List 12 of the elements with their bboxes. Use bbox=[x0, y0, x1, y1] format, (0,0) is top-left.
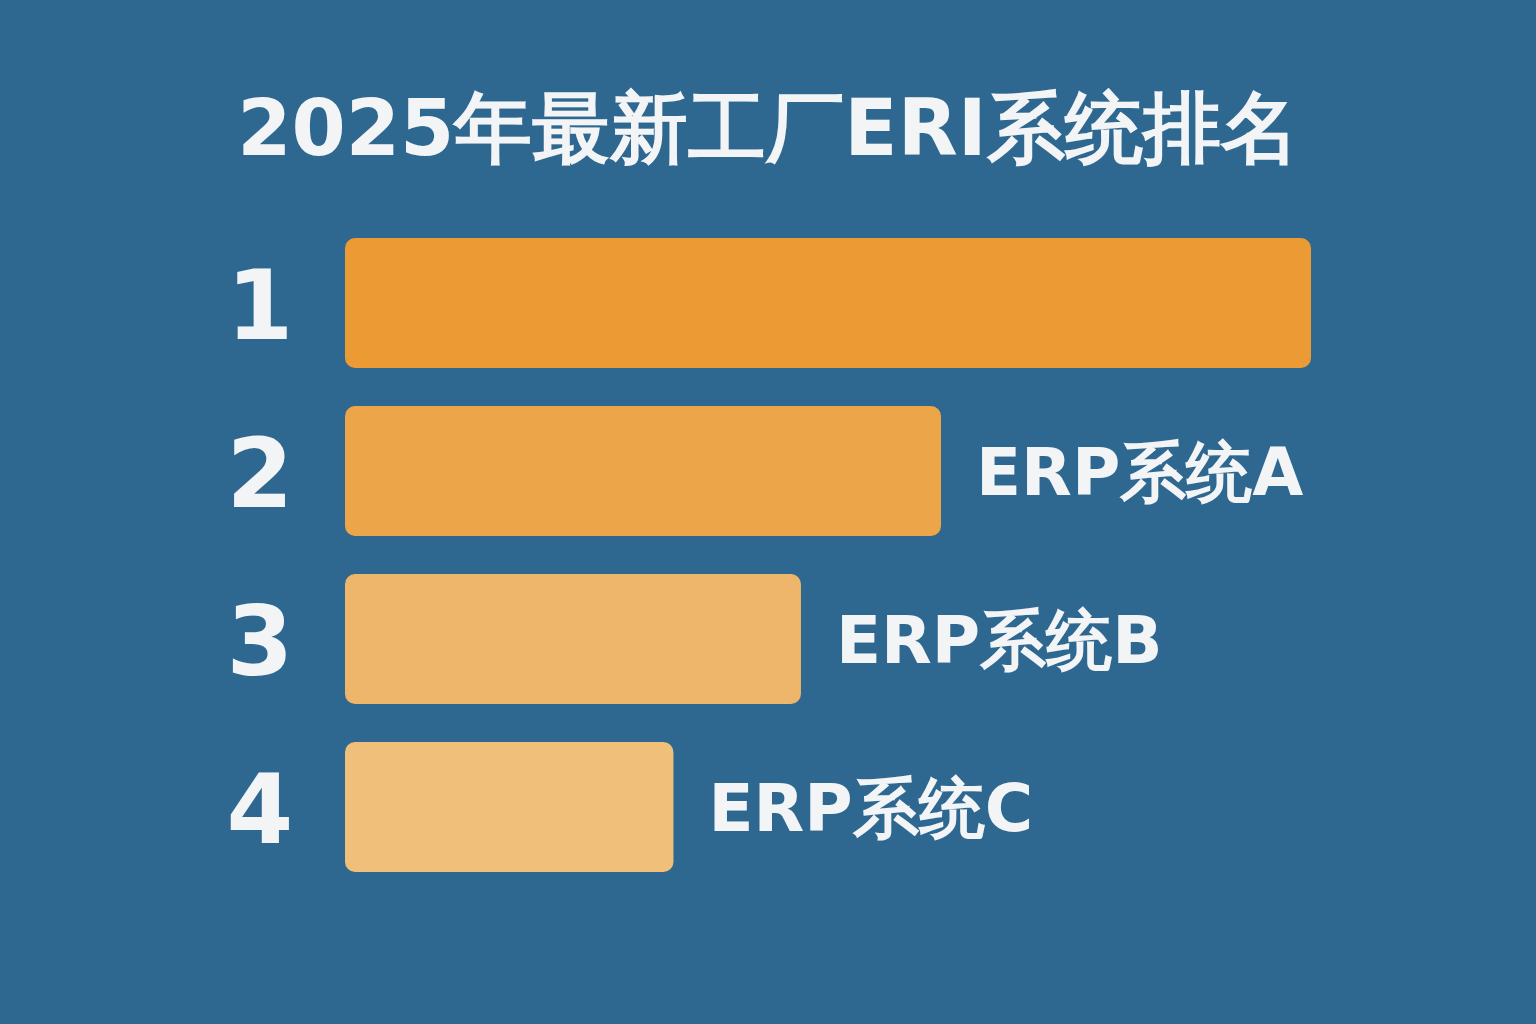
annotation: ERP系统C bbox=[708, 770, 1034, 847]
bar bbox=[345, 574, 801, 704]
y-tick-label: 3 bbox=[226, 586, 294, 698]
chart-title: 2025年最新工厂ERI系统排名 bbox=[237, 83, 1299, 173]
bar bbox=[345, 406, 942, 536]
bar bbox=[345, 742, 674, 872]
annotation: ERP系统B bbox=[835, 602, 1163, 679]
y-tick-label: 1 bbox=[226, 250, 294, 362]
annotation: ERP系统A bbox=[976, 434, 1304, 511]
y-tick-label: 2 bbox=[226, 418, 294, 530]
bar bbox=[345, 238, 1311, 368]
y-tick-label: 4 bbox=[226, 754, 294, 866]
